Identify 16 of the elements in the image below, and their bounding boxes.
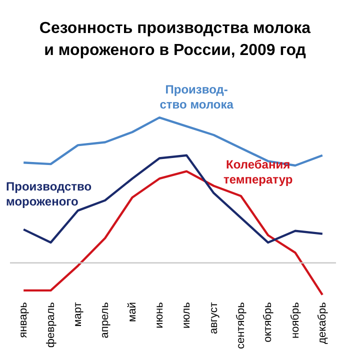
x-tick-label: январь [18,302,30,338]
x-tick-label: февраль [44,302,57,348]
x-tick-label: ноябрь [289,302,302,338]
series-label: Колебания температур [223,158,293,187]
x-tick-label: апрель [99,302,112,338]
x-tick-label: декабрь [316,302,328,344]
series-label: Производ-ство молока [160,82,234,112]
series-label: Производство мороженого [6,180,92,209]
x-tick-label: июнь [153,302,166,328]
x-tick-label: август [208,302,220,334]
x-tick-label: май [126,302,138,322]
chart-title: Сезонность производства молока и мороженого в России, 2009 год [38,19,312,61]
x-tick-label: октябрь [262,302,274,342]
x-tick-label: март [72,302,84,327]
x-tick-label: сентябрь [234,302,247,350]
x-tick-label: июль [180,302,193,328]
